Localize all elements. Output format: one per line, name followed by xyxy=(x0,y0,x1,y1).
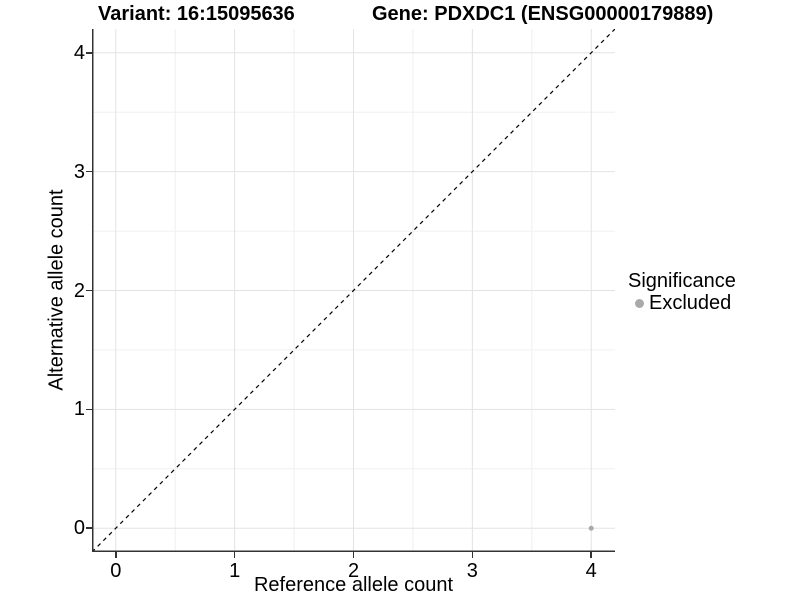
y-tick-label: 2 xyxy=(73,279,85,302)
legend-item-excluded: Excluded xyxy=(628,292,736,314)
y-tick-mark xyxy=(86,408,92,411)
legend: Significance Excluded xyxy=(628,270,736,314)
excluded-point-icon xyxy=(635,298,644,308)
x-tick-mark xyxy=(471,552,474,558)
identity-reference-line xyxy=(92,29,615,552)
x-axis-title: Reference allele count xyxy=(253,574,453,596)
x-tick-label: 2 xyxy=(347,560,360,582)
y-axis-title: Alternative allele count xyxy=(45,189,68,391)
x-tick-label: 0 xyxy=(110,560,122,582)
plot-title-gene: Gene: PDXDC1 (ENSG00000179889) xyxy=(372,3,714,25)
y-tick-label: 3 xyxy=(73,160,85,183)
y-tick-mark xyxy=(86,527,92,529)
x-tick-mark xyxy=(115,552,117,558)
data-point xyxy=(588,525,594,531)
y-tick-label: 1 xyxy=(73,398,85,421)
x-tick-mark xyxy=(590,552,592,558)
legend-item-label: Excluded xyxy=(649,292,732,314)
x-tick-mark xyxy=(233,552,236,558)
x-tick-label: 1 xyxy=(229,560,241,582)
y-tick-mark xyxy=(86,52,92,54)
x-tick-label: 3 xyxy=(466,560,478,582)
plot-area-svg xyxy=(92,29,615,552)
y-tick-label: 0 xyxy=(73,517,85,540)
y-tick-label: 4 xyxy=(73,41,85,64)
plot-title-variant: Variant: 16:15095636 xyxy=(98,3,295,25)
legend-title: Significance xyxy=(628,270,736,292)
y-tick-mark xyxy=(86,289,92,292)
plot-panel xyxy=(92,29,615,552)
y-tick-mark xyxy=(86,170,92,173)
x-tick-label: 4 xyxy=(585,560,597,582)
x-tick-mark xyxy=(352,552,355,558)
